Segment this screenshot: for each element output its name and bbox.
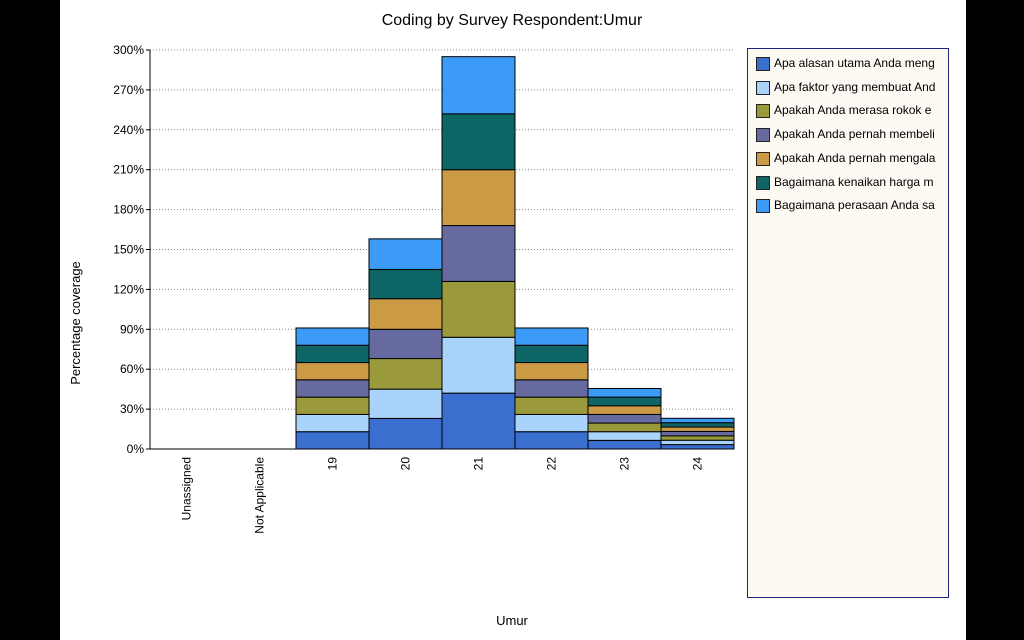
bar-segment <box>368 388 443 419</box>
y-axis-ticks: 0% 30% 60% 90% 120% 150% 180% 210% 240% 270% 300% <box>113 43 150 456</box>
bar-segment <box>441 113 516 171</box>
bar-segment <box>587 439 662 450</box>
legend-item: Apakah Anda pernah mengala <box>756 150 950 168</box>
bar-segment <box>295 327 370 346</box>
bar-segment <box>660 417 735 424</box>
bar-segment <box>368 238 443 270</box>
y-tick-label: 30% <box>120 402 144 416</box>
y-tick-label: 120% <box>113 282 144 296</box>
bar-segment <box>660 444 735 450</box>
bar-segment <box>660 435 735 441</box>
legend-label: Apa alasan utama Anda meng <box>774 56 935 70</box>
legend-label: Apakah Anda pernah mengala <box>774 150 936 165</box>
legend-item: Apa alasan utama Anda meng <box>756 55 950 73</box>
bar-segment <box>514 413 589 433</box>
y-tick-label: 0% <box>127 442 145 456</box>
y-tick-label: 300% <box>113 43 144 57</box>
bar-segment <box>514 344 589 364</box>
x-tick-label: 21 <box>472 457 486 471</box>
x-tick-label: 23 <box>618 457 632 471</box>
x-axis-label: Umur <box>496 613 528 628</box>
bar-segment <box>514 327 589 346</box>
bar-segment <box>587 431 662 441</box>
y-tick-label: 60% <box>120 362 144 376</box>
legend-swatch <box>756 151 770 166</box>
bars <box>295 56 735 450</box>
bar-segment <box>295 362 370 381</box>
legend: Apa alasan utama Anda meng Apa faktor yan… <box>747 48 949 598</box>
bar-segment <box>514 379 589 398</box>
chart-title: Coding by Survey Respondent:Umur <box>382 12 643 29</box>
legend-label: Bagaimana perasaan Anda sa <box>774 198 935 213</box>
y-tick-label: 150% <box>113 243 144 257</box>
legend-swatch <box>756 128 770 143</box>
bar-segment <box>441 280 516 338</box>
bar-segment <box>295 431 370 450</box>
bar-segment <box>514 362 589 381</box>
legend-label: Apakah Anda merasa rokok e <box>774 103 932 118</box>
bar-segment <box>514 396 589 415</box>
bar-segment <box>660 439 735 446</box>
y-tick-label: 240% <box>113 123 144 137</box>
bar-segment <box>441 169 516 227</box>
bar-segment <box>587 422 662 433</box>
legend-item: Bagaimana perasaan Anda sa <box>756 197 950 215</box>
y-tick-label: 180% <box>113 203 144 217</box>
x-tick-label: 22 <box>545 457 559 471</box>
bar-segment <box>660 426 735 432</box>
bar-segment <box>295 396 370 415</box>
bar-segment <box>587 413 662 424</box>
bar-segment <box>368 417 443 450</box>
legend-item: Bagaimana kenaikan harga m <box>756 174 950 192</box>
legend-swatch <box>756 80 770 95</box>
bar-segment <box>587 396 662 407</box>
bar-segment <box>660 430 735 437</box>
legend-swatch <box>756 104 770 119</box>
y-tick-label: 270% <box>113 83 144 97</box>
bar-segment <box>295 379 370 398</box>
y-tick-label: 210% <box>113 163 144 177</box>
bar-segment <box>514 431 589 450</box>
bar-segment <box>368 298 443 330</box>
x-tick-label: 24 <box>691 457 705 471</box>
legend-label: Apakah Anda pernah membeli <box>774 127 935 142</box>
bar-segment <box>587 405 662 415</box>
x-tick-label: Unassigned <box>180 457 194 520</box>
legend-label: Apa faktor yang membuat And <box>774 79 936 94</box>
bar-segment <box>441 56 516 115</box>
y-tick-label: 90% <box>120 322 144 336</box>
bar-segment <box>368 358 443 390</box>
bar-segment <box>441 392 516 450</box>
bar-segment <box>441 225 516 282</box>
legend-swatch <box>756 199 770 214</box>
bar-segment <box>368 328 443 360</box>
legend-swatch <box>756 57 770 71</box>
bar-segment <box>368 268 443 300</box>
x-axis-ticks: Unassigned Not Applicable 19 20 21 22 23 24 <box>180 457 705 534</box>
legend-item: Apa faktor yang membuat And <box>756 79 950 97</box>
bar-segment <box>587 387 662 398</box>
bar-segment <box>295 413 370 433</box>
bar-segment <box>660 422 735 428</box>
legend-label: Bagaimana kenaikan harga m <box>774 174 934 189</box>
bar-segment <box>441 336 516 394</box>
x-tick-label: Not Applicable <box>253 457 267 534</box>
legend-swatch <box>756 175 770 190</box>
x-tick-label: 19 <box>326 457 340 471</box>
legend-item: Apakah Anda pernah membeli <box>756 126 950 144</box>
bar-segment <box>295 344 370 364</box>
y-axis-label: Percentage coverage <box>68 261 83 385</box>
x-tick-label: 20 <box>399 457 413 471</box>
legend-item: Apakah Anda merasa rokok e <box>756 102 950 120</box>
